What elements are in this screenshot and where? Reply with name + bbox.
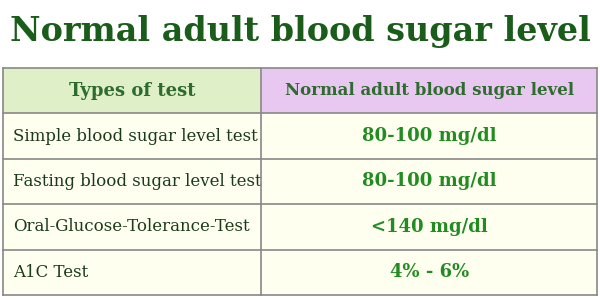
Text: Normal adult blood sugar level: Normal adult blood sugar level [284,82,574,99]
Text: 80-100 mg/dl: 80-100 mg/dl [362,127,496,145]
Bar [3,68,262,113]
Text: <140 mg/dl: <140 mg/dl [371,218,488,236]
Text: Normal adult blood sugar level: Normal adult blood sugar level [10,16,590,49]
Bar [262,204,597,250]
Text: Oral-Glucose-Tolerance-Test: Oral-Glucose-Tolerance-Test [13,218,250,236]
Bar [3,113,262,159]
Bar [262,159,597,204]
Text: 4% - 6%: 4% - 6% [389,263,469,281]
Text: A1C Test: A1C Test [13,264,88,281]
Bar [3,250,262,295]
Bar [3,204,262,250]
Bar [3,159,262,204]
Bar [262,250,597,295]
Text: Fasting blood sugar level test: Fasting blood sugar level test [13,173,262,190]
Text: Types of test: Types of test [69,82,196,100]
Bar [262,68,597,113]
Bar [262,113,597,159]
Text: 80-100 mg/dl: 80-100 mg/dl [362,172,496,190]
Text: Simple blood sugar level test: Simple blood sugar level test [13,128,258,145]
